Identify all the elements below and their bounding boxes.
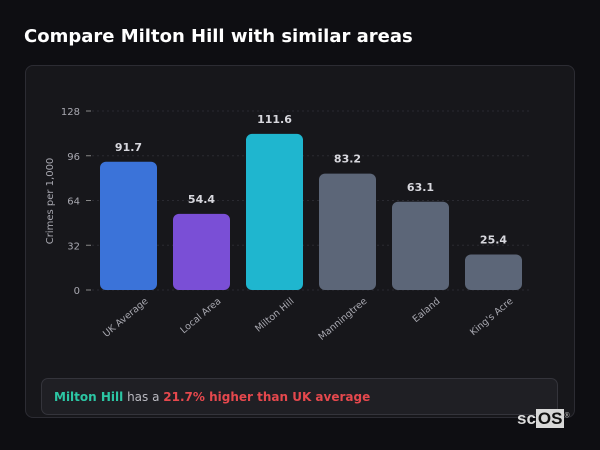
- data-label: 91.7: [115, 141, 142, 154]
- data-label: 25.4: [480, 233, 507, 246]
- page-title: Compare Milton Hill with similar areas: [24, 26, 413, 47]
- data-label: 54.4: [188, 193, 215, 206]
- scos-logo: sc OS ®: [517, 409, 570, 428]
- bar-king-s-acre: [465, 254, 522, 290]
- x-tick-label: Milton Hill: [253, 296, 296, 335]
- bar-manningtree: [319, 173, 376, 290]
- data-label: 83.2: [334, 153, 361, 166]
- bar-milton-hill: [246, 133, 303, 290]
- data-label: 111.6: [257, 113, 292, 126]
- data-label: 63.1: [407, 181, 434, 194]
- y-tick-label: 32: [67, 241, 80, 252]
- bar-local-area: [173, 213, 230, 290]
- x-tick-label: King's Acre: [468, 296, 515, 338]
- y-axis-label: Crimes per 1,000: [45, 158, 56, 245]
- y-tick-label: 96: [67, 152, 80, 163]
- x-tick-label: Manningtree: [316, 296, 369, 343]
- bar-uk-average: [100, 161, 157, 290]
- x-tick-label: UK Average: [101, 296, 150, 340]
- summary-middle: has a: [123, 390, 164, 404]
- y-tick-label: 128: [61, 107, 80, 118]
- summary-area: Milton Hill: [54, 390, 124, 404]
- summary-comparison: 21.7% higher than UK average: [163, 390, 371, 404]
- x-tick-label: Local Area: [178, 296, 223, 336]
- y-tick-label: 0: [74, 286, 80, 297]
- summary-box: Milton Hill has a 21.7% higher than UK a…: [41, 378, 558, 415]
- bar-ealand: [392, 201, 449, 290]
- x-tick-label: Ealand: [411, 296, 443, 325]
- y-tick-label: 64: [67, 197, 80, 208]
